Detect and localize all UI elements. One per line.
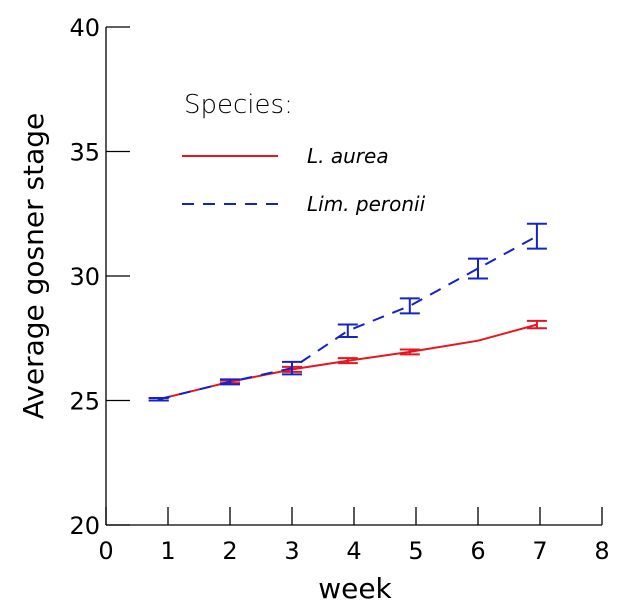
error-bar — [282, 360, 302, 376]
error-bar — [399, 348, 420, 356]
x-tick-label: 0 — [98, 537, 113, 565]
y-tick-label: 20 — [69, 512, 100, 540]
legend-label: Lim. peronii — [307, 192, 426, 216]
legend-title: Species: — [184, 90, 293, 120]
y-tick-label: 35 — [69, 139, 100, 167]
x-tick-label: 6 — [470, 537, 485, 565]
series-lim-peronii — [148, 222, 547, 402]
error-bar — [337, 323, 358, 339]
error-bar — [526, 319, 547, 330]
axes: 20 25 30 35 40 0 1 2 3 4 5 6 7 8 — [69, 14, 609, 565]
x-tick-label: 1 — [160, 537, 175, 565]
series-line — [158, 235, 538, 401]
error-bar — [148, 397, 169, 402]
x-tick-label: 4 — [346, 537, 361, 565]
error-bar — [526, 222, 547, 250]
x-tick-label: 3 — [284, 537, 299, 565]
error-bar — [337, 357, 358, 365]
legend: Species: L. aurea Lim. peronii — [182, 90, 426, 216]
error-bar — [220, 378, 240, 386]
y-tick-label: 40 — [69, 14, 100, 42]
legend-label: L. aurea — [307, 144, 389, 168]
y-tick-label: 30 — [69, 263, 100, 291]
error-bar — [468, 257, 488, 280]
y-tick-label: 25 — [69, 388, 100, 416]
y-axis-title: Average gosner stage — [17, 113, 50, 419]
x-tick-label: 7 — [532, 537, 547, 565]
x-tick-label: 2 — [222, 537, 237, 565]
x-tick-label: 8 — [594, 537, 609, 565]
x-tick-label: 5 — [408, 537, 423, 565]
error-bar — [399, 297, 420, 315]
x-axis-title: week — [318, 572, 392, 601]
series-layer — [148, 222, 547, 402]
